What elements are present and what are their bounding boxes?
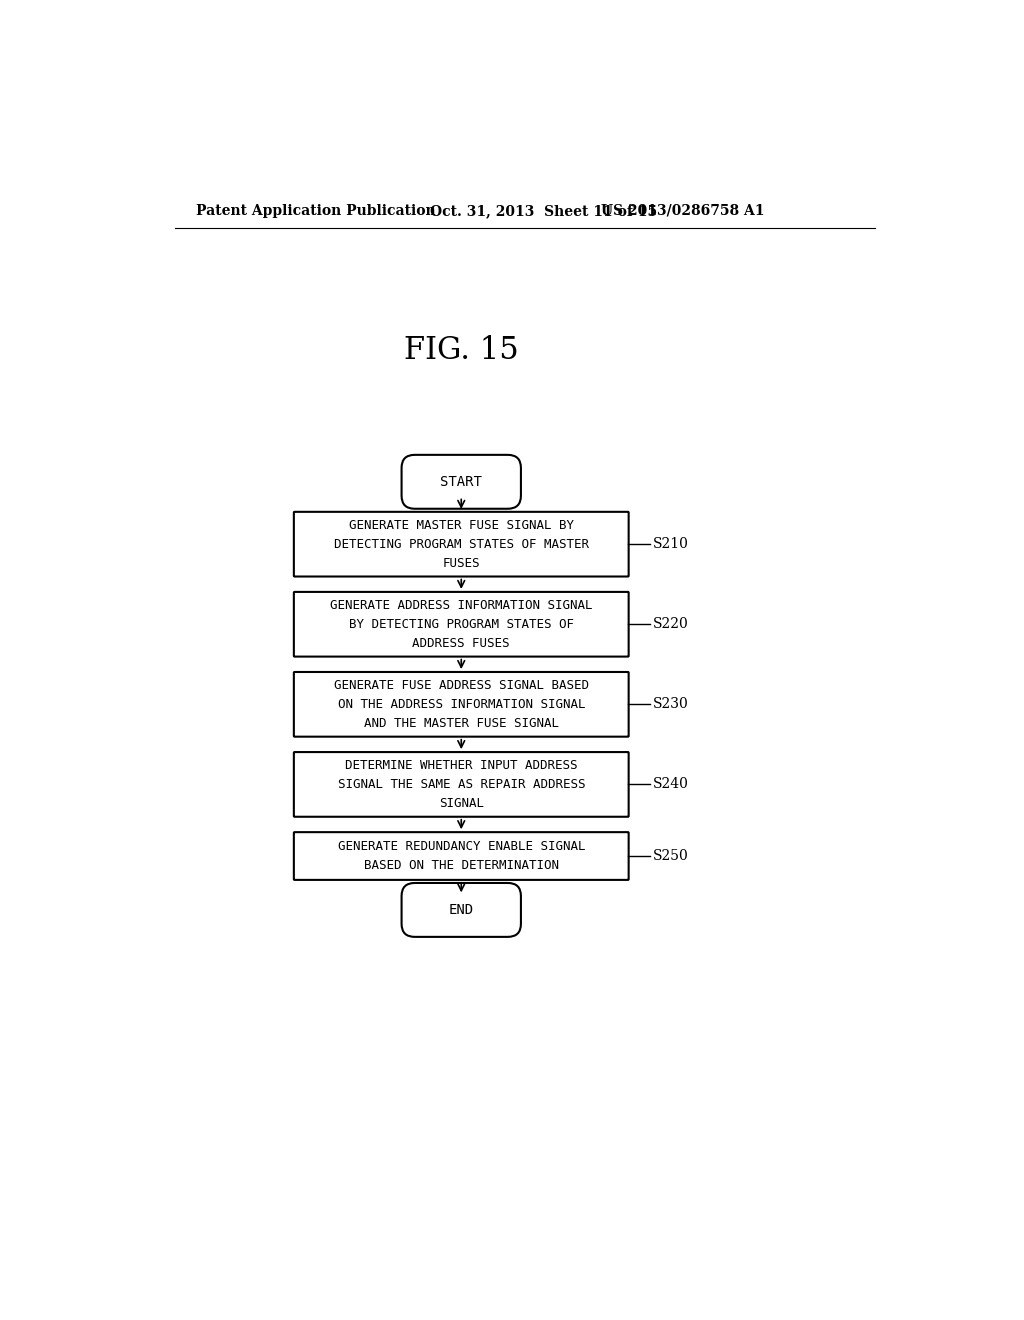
Text: GENERATE MASTER FUSE SIGNAL BY
DETECTING PROGRAM STATES OF MASTER
FUSES: GENERATE MASTER FUSE SIGNAL BY DETECTING…	[334, 519, 589, 570]
FancyBboxPatch shape	[294, 832, 629, 880]
FancyBboxPatch shape	[401, 455, 521, 508]
Text: S230: S230	[652, 697, 688, 711]
Text: S210: S210	[652, 537, 688, 552]
Text: START: START	[440, 475, 482, 488]
FancyBboxPatch shape	[294, 752, 629, 817]
Text: GENERATE REDUNDANCY ENABLE SIGNAL
BASED ON THE DETERMINATION: GENERATE REDUNDANCY ENABLE SIGNAL BASED …	[338, 840, 585, 873]
FancyBboxPatch shape	[294, 512, 629, 577]
Text: Patent Application Publication: Patent Application Publication	[197, 203, 436, 218]
Text: US 2013/0286758 A1: US 2013/0286758 A1	[601, 203, 764, 218]
Text: GENERATE ADDRESS INFORMATION SIGNAL
BY DETECTING PROGRAM STATES OF
ADDRESS FUSES: GENERATE ADDRESS INFORMATION SIGNAL BY D…	[330, 599, 593, 649]
FancyBboxPatch shape	[401, 883, 521, 937]
FancyBboxPatch shape	[294, 591, 629, 656]
FancyBboxPatch shape	[294, 672, 629, 737]
Text: DETERMINE WHETHER INPUT ADDRESS
SIGNAL THE SAME AS REPAIR ADDRESS
SIGNAL: DETERMINE WHETHER INPUT ADDRESS SIGNAL T…	[338, 759, 585, 810]
Text: END: END	[449, 903, 474, 917]
Text: GENERATE FUSE ADDRESS SIGNAL BASED
ON THE ADDRESS INFORMATION SIGNAL
AND THE MAS: GENERATE FUSE ADDRESS SIGNAL BASED ON TH…	[334, 678, 589, 730]
Text: Oct. 31, 2013  Sheet 11 of 15: Oct. 31, 2013 Sheet 11 of 15	[430, 203, 657, 218]
Text: S250: S250	[652, 849, 688, 863]
Text: S220: S220	[652, 618, 688, 631]
Text: S240: S240	[652, 777, 688, 792]
Text: FIG. 15: FIG. 15	[403, 335, 518, 367]
